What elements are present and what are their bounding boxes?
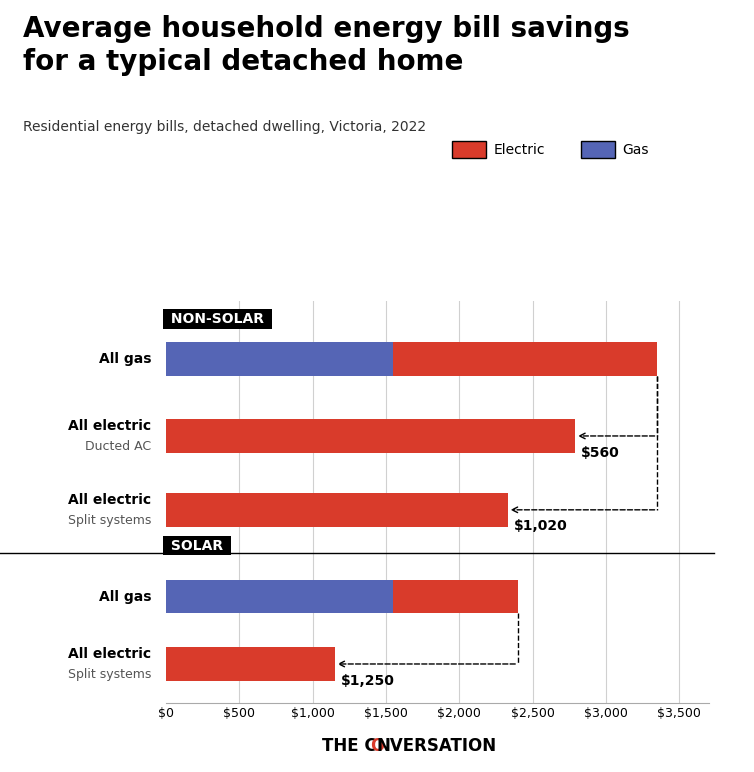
- Bar: [166, 493, 507, 527]
- Text: All electric: All electric: [68, 418, 152, 433]
- Text: $1,250: $1,250: [341, 674, 394, 688]
- Bar: [394, 580, 518, 613]
- Text: NVERSATION: NVERSATION: [377, 737, 497, 755]
- Text: Split systems: Split systems: [68, 669, 152, 682]
- Text: All gas: All gas: [99, 352, 152, 366]
- Text: All electric: All electric: [68, 647, 152, 661]
- Bar: [166, 342, 394, 376]
- Text: $560: $560: [581, 445, 620, 459]
- Text: Electric: Electric: [494, 143, 545, 157]
- Text: Split systems: Split systems: [68, 514, 152, 527]
- Text: $1,020: $1,020: [513, 520, 567, 533]
- Text: Average household energy bill savings
for a typical detached home: Average household energy bill savings fo…: [23, 15, 630, 76]
- Text: All electric: All electric: [68, 493, 152, 506]
- Bar: [394, 342, 657, 376]
- Text: All gas: All gas: [99, 590, 152, 604]
- Bar: [166, 580, 394, 613]
- Text: SOLAR: SOLAR: [166, 539, 228, 553]
- Text: NON-SOLAR: NON-SOLAR: [166, 312, 268, 326]
- Text: Ducted AC: Ducted AC: [85, 441, 152, 453]
- Text: Gas: Gas: [622, 143, 648, 157]
- Text: THE C: THE C: [323, 737, 377, 755]
- Bar: [166, 647, 335, 681]
- Bar: [166, 419, 575, 452]
- Text: O: O: [370, 737, 384, 755]
- Text: Residential energy bills, detached dwelling, Victoria, 2022: Residential energy bills, detached dwell…: [23, 120, 426, 134]
